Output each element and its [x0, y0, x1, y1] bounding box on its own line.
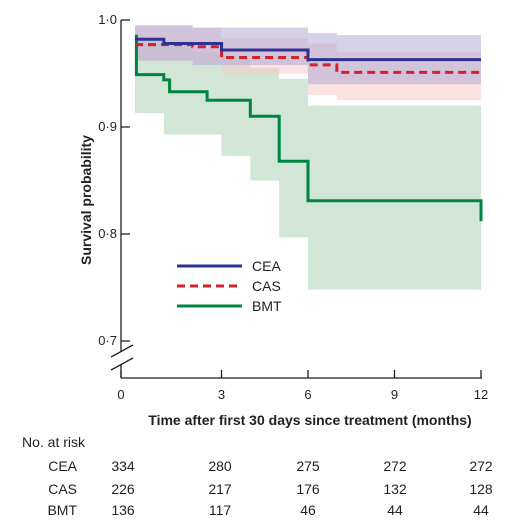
legend: CEA CAS BMT — [177, 258, 282, 314]
legend-label-bmt: BMT — [252, 298, 282, 314]
risk-row-label-bmt: BMT — [47, 502, 77, 518]
risk-value: 280 — [208, 458, 232, 474]
risk-value: 334 — [111, 458, 135, 474]
legend-label-cas: CAS — [252, 278, 281, 294]
x-tick-label: 6 — [304, 387, 311, 402]
risk-row-label-cas: CAS — [48, 481, 77, 497]
risk-row-label-cea: CEA — [48, 458, 77, 474]
risk-value: 136 — [111, 502, 135, 518]
confidence-bands — [135, 25, 481, 289]
risk-value: 226 — [111, 481, 135, 497]
y-axis-label: Survival probability — [78, 135, 94, 265]
x-tick-label: 0 — [117, 387, 124, 402]
y-tick-label: 1·0 — [98, 12, 117, 27]
x-tick-label: 12 — [474, 387, 488, 402]
risk-table-title: No. at risk — [22, 434, 86, 450]
risk-value: 217 — [208, 481, 232, 497]
risk-value: 275 — [296, 458, 320, 474]
axis-break-mark — [111, 358, 133, 370]
y-tick-label: 0·8 — [98, 226, 117, 241]
x-axis-label: Time after first 30 days since treatment… — [148, 412, 471, 428]
risk-table: No. at risk CEA 334 280 275 272 272 CAS 226 217 17… — [22, 434, 493, 518]
y-tick-label: 0·9 — [98, 119, 117, 134]
x-tick-label: 9 — [391, 387, 398, 402]
risk-value: 128 — [469, 481, 493, 497]
legend-label-cea: CEA — [252, 258, 281, 274]
risk-value: 272 — [383, 458, 407, 474]
risk-value: 44 — [387, 502, 403, 518]
y-tick-label: 0·7 — [98, 333, 117, 348]
risk-value: 132 — [383, 481, 407, 497]
x-tick-label: 3 — [218, 387, 225, 402]
risk-value: 46 — [300, 502, 316, 518]
risk-value: 117 — [209, 502, 232, 518]
risk-value: 272 — [469, 458, 493, 474]
risk-value: 44 — [473, 502, 489, 518]
risk-value: 176 — [296, 481, 320, 497]
